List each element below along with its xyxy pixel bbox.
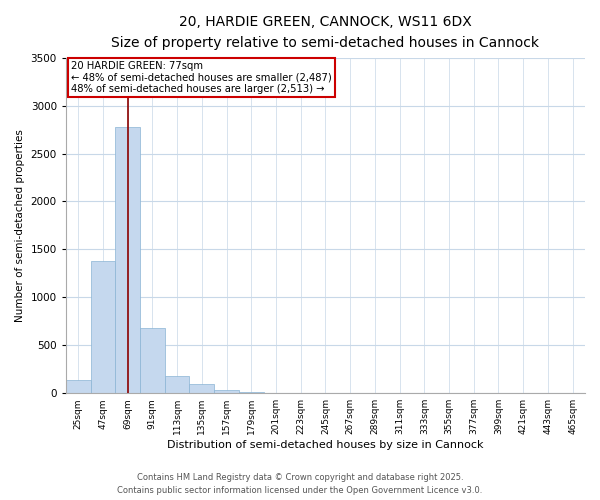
Bar: [165, 376, 190, 393]
Bar: [115, 126, 140, 393]
Bar: [214, 390, 239, 393]
Bar: [140, 328, 165, 393]
Bar: [190, 384, 214, 393]
Bar: [66, 380, 91, 393]
Bar: [91, 261, 115, 393]
Bar: [239, 392, 263, 393]
X-axis label: Distribution of semi-detached houses by size in Cannock: Distribution of semi-detached houses by …: [167, 440, 484, 450]
Title: 20, HARDIE GREEN, CANNOCK, WS11 6DX
Size of property relative to semi-detached h: 20, HARDIE GREEN, CANNOCK, WS11 6DX Size…: [112, 15, 539, 50]
Text: 20 HARDIE GREEN: 77sqm
← 48% of semi-detached houses are smaller (2,487)
48% of : 20 HARDIE GREEN: 77sqm ← 48% of semi-det…: [71, 61, 332, 94]
Text: Contains HM Land Registry data © Crown copyright and database right 2025.
Contai: Contains HM Land Registry data © Crown c…: [118, 474, 482, 495]
Y-axis label: Number of semi-detached properties: Number of semi-detached properties: [15, 129, 25, 322]
